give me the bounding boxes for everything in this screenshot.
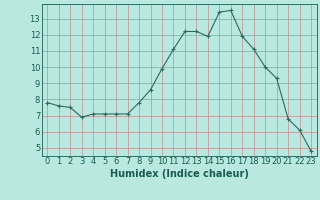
X-axis label: Humidex (Indice chaleur): Humidex (Indice chaleur) (110, 169, 249, 179)
